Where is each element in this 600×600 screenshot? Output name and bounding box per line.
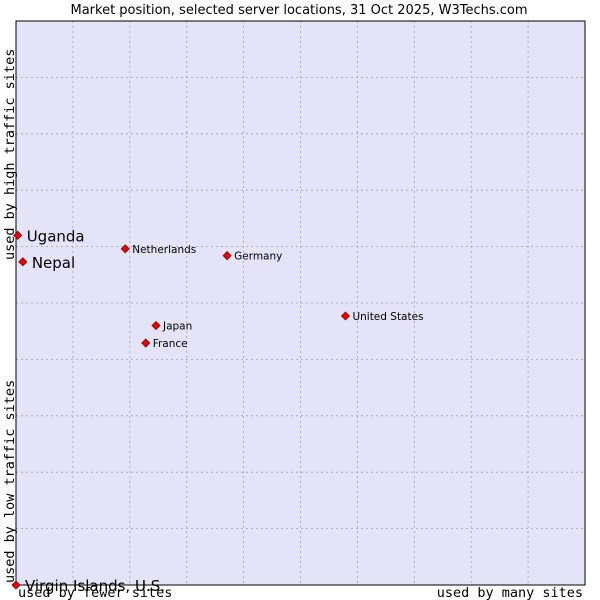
x-axis-label-right: used by many sites bbox=[437, 585, 583, 600]
point-marker bbox=[340, 311, 351, 321]
point-label: Netherlands bbox=[132, 244, 196, 256]
point-label: Nepal bbox=[32, 254, 75, 272]
point-label: Virgin Islands, U.S. bbox=[25, 577, 165, 595]
point-marker bbox=[120, 244, 130, 254]
point-label: Germany bbox=[234, 251, 282, 263]
point-marker bbox=[18, 257, 28, 267]
data-point-germany: Germany bbox=[222, 251, 282, 263]
data-point-uganda: Uganda bbox=[13, 227, 85, 245]
y-axis-label-top: used by high traffic sites bbox=[2, 49, 18, 260]
point-marker bbox=[151, 320, 161, 331]
point-label: France bbox=[153, 338, 188, 350]
data-point-japan: Japan bbox=[151, 320, 192, 333]
data-point-united-states: United States bbox=[340, 311, 424, 323]
point-marker bbox=[13, 230, 23, 240]
data-points: Uganda Nepal Netherlands Germany United Stat… bbox=[11, 227, 424, 595]
point-marker bbox=[11, 580, 21, 590]
point-marker bbox=[222, 251, 232, 261]
point-marker bbox=[141, 338, 151, 348]
data-point-netherlands: Netherlands bbox=[120, 244, 196, 256]
grid bbox=[16, 21, 585, 585]
x-axis-label-left: used by fewer sites bbox=[18, 585, 172, 600]
data-point-virgin-islands-u-s: Virgin Islands, U.S. bbox=[11, 577, 165, 595]
point-label: Japan bbox=[162, 321, 192, 333]
plot-border bbox=[15, 20, 586, 586]
point-label: Uganda bbox=[27, 227, 85, 245]
data-point-nepal: Nepal bbox=[18, 254, 75, 272]
data-point-france: France bbox=[141, 338, 188, 350]
y-axis-label-bottom: used by low traffic sites bbox=[2, 380, 18, 583]
chart-title: Market position, selected server locatio… bbox=[70, 3, 527, 18]
point-label: United States bbox=[352, 311, 423, 323]
